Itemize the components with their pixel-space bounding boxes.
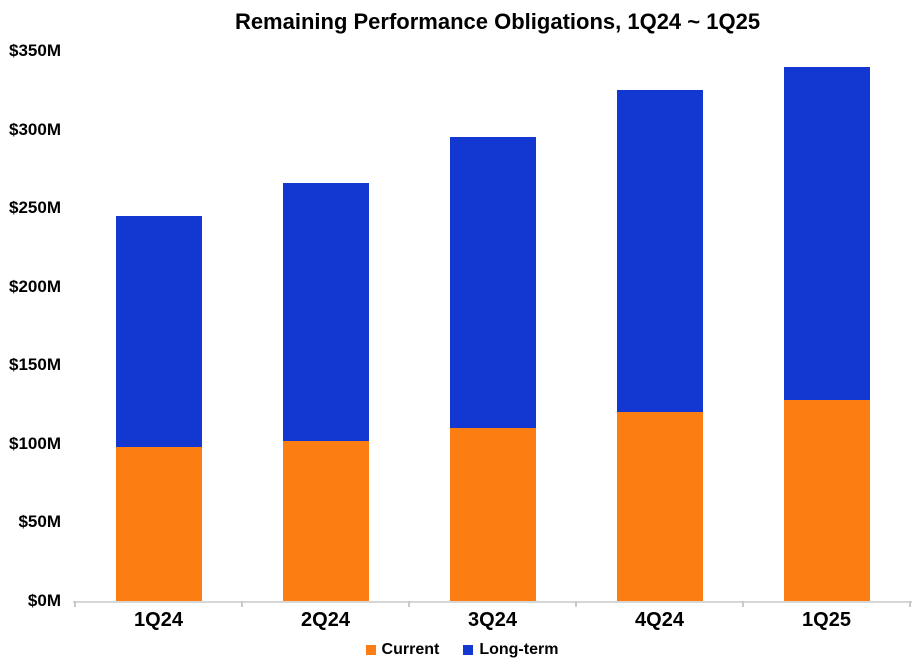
chart-title: Remaining Performance Obligations, 1Q24 … <box>234 9 761 34</box>
x-axis-label-3q24: 3Q24 <box>468 609 517 631</box>
legend-item-long-term: Long-term <box>463 642 558 658</box>
y-axis-tick-label: $300M <box>9 119 61 139</box>
legend-item-current: Current <box>365 641 440 658</box>
x-axis-tick <box>575 601 577 607</box>
y-axis: $0M $50M $100M $150M $200M $250M $300M $350M <box>0 0 61 671</box>
y-axis-tick-label: $0M <box>27 591 61 610</box>
legend: Current Long-term <box>0 642 924 658</box>
bar-segment-long-term-4q24 <box>616 90 703 413</box>
legend-label-long-term: Long-term <box>479 641 559 658</box>
legend-label-current: Current <box>381 641 440 658</box>
x-axis-label-1q25: 1Q25 <box>802 609 851 631</box>
x-axis-label-4q24: 4Q24 <box>635 609 684 631</box>
legend-swatch-current-icon <box>365 645 376 655</box>
y-axis-tick-label: $250M <box>9 198 61 218</box>
bar-segment-long-term-3q24 <box>449 137 536 429</box>
x-axis-tick <box>909 601 911 607</box>
bar-segment-current-1q25 <box>783 399 870 601</box>
legend-swatch-long-term-icon <box>463 645 474 655</box>
x-axis-label-2q24: 2Q24 <box>301 609 350 631</box>
bar-segment-long-term-2q24 <box>282 183 369 441</box>
x-axis-tick <box>742 601 744 607</box>
x-axis-baseline <box>73 601 912 603</box>
bar-segment-long-term-1q25 <box>783 66 870 400</box>
bar-segment-current-3q24 <box>449 428 536 601</box>
y-axis-tick-label: $150M <box>9 355 61 375</box>
x-axis-tick <box>241 601 243 607</box>
bar-segment-current-1q24 <box>115 447 202 601</box>
x-axis-tick <box>74 601 76 607</box>
y-axis-tick-label: $200M <box>9 276 61 296</box>
x-axis-tick <box>408 601 410 607</box>
y-axis-tick-label: $100M <box>9 433 61 453</box>
bar-segment-long-term-1q24 <box>115 216 202 447</box>
bar-segment-current-4q24 <box>616 412 703 601</box>
x-axis-label-1q24: 1Q24 <box>134 609 183 631</box>
y-axis-tick-label: $350M <box>9 41 61 60</box>
y-axis-tick-label: $50M <box>18 512 61 532</box>
bar-segment-current-2q24 <box>282 440 369 601</box>
